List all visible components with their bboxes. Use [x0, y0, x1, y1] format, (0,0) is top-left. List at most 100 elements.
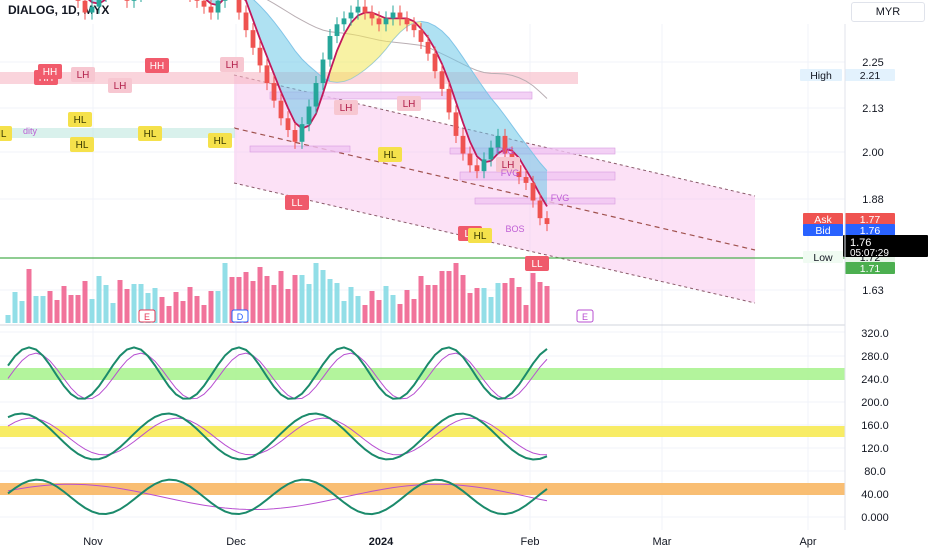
high-tag-box	[800, 69, 842, 81]
volume-bar	[327, 279, 333, 323]
volume-bar	[446, 271, 452, 323]
structure-label-box	[108, 78, 132, 93]
structure-label-lh: LH	[108, 78, 132, 93]
volume-bar	[320, 270, 326, 323]
volume-bar	[173, 292, 179, 323]
ma-ribbon	[379, 15, 386, 58]
structure-label-text: HL	[0, 129, 7, 140]
candle-body	[334, 24, 340, 37]
structure-label-text: HH	[43, 67, 57, 78]
structure-label-ll: LL	[285, 195, 309, 210]
volume-bar	[432, 285, 438, 323]
ma-ribbon	[477, 78, 484, 163]
last-price-box	[843, 235, 928, 257]
ma-ribbon	[540, 162, 547, 207]
candle-body	[460, 135, 466, 154]
liquidity-zone	[0, 128, 235, 138]
candle-body	[432, 53, 438, 72]
ma-ribbon	[442, 30, 449, 82]
structure-label-box	[334, 100, 358, 115]
structure-label-text: HH	[150, 61, 164, 72]
volume-bar	[348, 287, 354, 323]
volume-bar	[411, 299, 417, 323]
x-tick-label: Nov	[83, 536, 103, 548]
ma-ribbon	[435, 25, 442, 64]
ma-ribbon	[351, 15, 358, 79]
candle-body	[299, 124, 305, 142]
structure-label-text: HL	[144, 129, 157, 140]
structure-label-box	[397, 96, 421, 111]
structure-label-box	[0, 126, 12, 141]
candle-body	[481, 159, 487, 172]
candle-body	[425, 41, 431, 54]
structure-label-hl: HL	[378, 147, 402, 162]
currency-selector[interactable]: MYR	[851, 2, 925, 22]
ask-tag: Ask	[803, 213, 843, 226]
candle-body	[264, 65, 270, 84]
candle-body	[236, 0, 242, 13]
structure-label-text: HL	[214, 136, 227, 147]
ask-tag-label: Ask	[814, 214, 832, 226]
structure-label-box	[71, 67, 95, 82]
osc-y-tick-label: 320.0	[861, 328, 889, 340]
volume-bar	[278, 271, 284, 323]
x-tick-label: Feb	[521, 536, 540, 548]
candle-body	[369, 12, 375, 19]
volume-bar	[544, 286, 550, 323]
volume-bar	[131, 284, 137, 323]
low-tag-box	[803, 251, 843, 263]
zone-label: dity	[23, 126, 38, 136]
osc-y-tick-label: 80.0	[864, 466, 885, 478]
volume-bar	[313, 263, 319, 323]
volume-bar	[75, 295, 81, 323]
candle-body	[96, 0, 102, 7]
event-marker-text: E	[144, 312, 150, 322]
volume-bar	[61, 286, 67, 323]
candle-body	[544, 218, 550, 225]
volume-bar	[376, 300, 382, 323]
volume-bar	[40, 296, 46, 323]
x-tick-label: Apr	[799, 536, 816, 548]
volume-bar	[404, 290, 410, 323]
candle-body	[271, 83, 277, 101]
fvg-zone	[249, 145, 351, 153]
ma-ribbon	[288, 40, 295, 123]
ma-ribbon	[519, 135, 526, 170]
volume-bar	[488, 297, 494, 323]
structure-label-text: LH	[340, 103, 353, 114]
candle-body	[411, 24, 417, 31]
volume-bar	[201, 305, 207, 323]
structure-label-box	[378, 147, 402, 162]
x-tick-label: 2024	[369, 536, 394, 548]
candle-body	[208, 6, 214, 13]
candle-body	[257, 47, 263, 66]
volume-bar	[467, 293, 473, 323]
volume-bar	[439, 271, 445, 323]
volume-bar	[103, 285, 109, 323]
osc2-main-line	[7, 412, 548, 461]
candle-body	[131, 0, 137, 1]
event-marker: D	[231, 309, 249, 323]
candle-body	[495, 135, 501, 148]
bid-tag-label: Bid	[815, 225, 830, 237]
volume-bar	[425, 285, 431, 323]
volume-bar	[96, 276, 102, 323]
volume-bar	[481, 288, 487, 323]
candle-body	[320, 59, 326, 84]
candle-body	[390, 12, 396, 19]
volume-bar	[194, 296, 200, 323]
ma-ribbon	[484, 88, 491, 163]
candle-body	[124, 0, 130, 1]
candle-body	[537, 200, 543, 219]
ask-tag-box	[803, 213, 843, 225]
osc-y-tick-label: 0.000	[861, 512, 889, 524]
ma-ribbon	[463, 57, 470, 142]
structure-label-box	[220, 57, 244, 72]
structure-label-hl: HL	[138, 126, 162, 141]
candle-body	[474, 165, 480, 172]
last-price-value: 1.76	[850, 237, 871, 249]
ma-ribbon	[337, 34, 344, 83]
volume-bar	[117, 280, 123, 323]
volume-bar	[397, 304, 403, 323]
